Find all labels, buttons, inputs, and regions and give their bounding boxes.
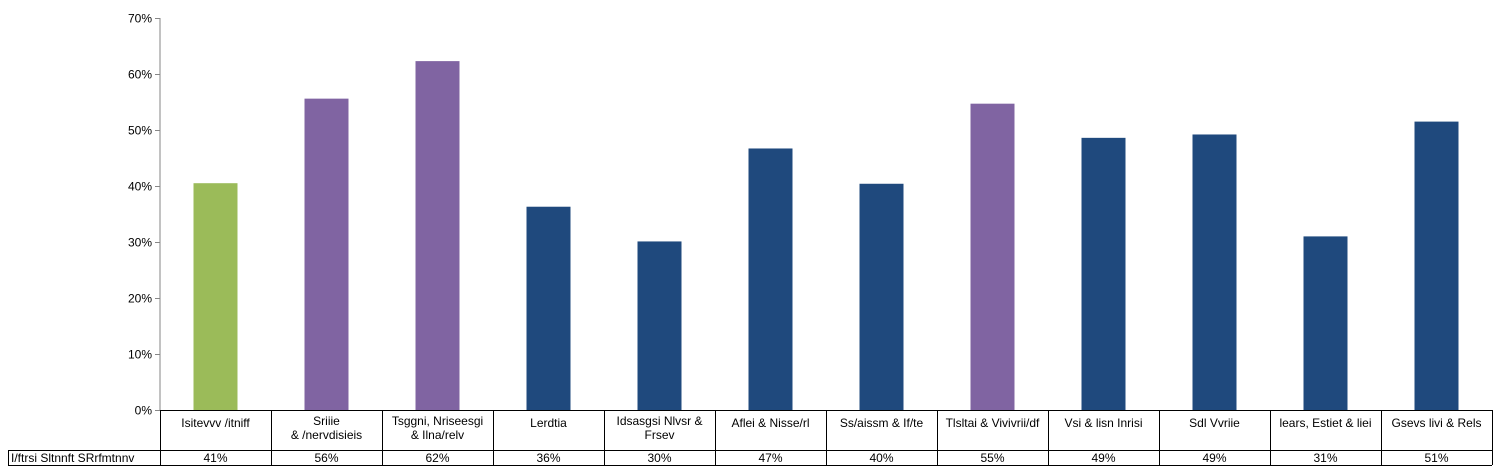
category-label: lears, Estiet & liei bbox=[1279, 416, 1371, 430]
bar bbox=[637, 241, 682, 410]
y-tick-label: 20% bbox=[128, 292, 152, 306]
category-label: Lerdtia bbox=[530, 416, 567, 430]
y-tick-label: 10% bbox=[128, 348, 152, 362]
category-label: & Ilna/relv bbox=[411, 428, 464, 442]
bar bbox=[304, 98, 349, 410]
table-value: 31% bbox=[1313, 451, 1337, 465]
data-table: Isitevvv /itniff Sriiie& /nervdisieis Tsgg… bbox=[8, 410, 1493, 466]
table-value: 51% bbox=[1424, 451, 1448, 465]
y-tick-label: 40% bbox=[128, 180, 152, 194]
bar bbox=[970, 103, 1015, 411]
bar bbox=[415, 61, 460, 411]
y-tick-label: 50% bbox=[128, 124, 152, 138]
bar bbox=[1081, 137, 1126, 410]
table-value: 55% bbox=[980, 451, 1004, 465]
category-label: Isitevvv /itniff bbox=[181, 416, 250, 430]
table-row-label: I/ftrsi Sltnnft SRrfmtnnv bbox=[11, 451, 134, 465]
table-value: 56% bbox=[314, 451, 338, 465]
category-label: Vsi & lisn Inrisi bbox=[1064, 416, 1142, 430]
y-tick-label: 0% bbox=[135, 404, 153, 418]
category-label: Sdl Vvriie bbox=[1189, 416, 1240, 430]
table-value: 47% bbox=[758, 451, 782, 465]
bars bbox=[193, 61, 1459, 411]
table-value: 41% bbox=[203, 451, 227, 465]
y-axis: 0% 10% 20% 30% 40% 50% 60% 70% bbox=[128, 12, 161, 418]
category-label: Ss/aissm & If/te bbox=[840, 416, 924, 430]
y-tick-label: 30% bbox=[128, 236, 152, 250]
table-value: 49% bbox=[1202, 451, 1226, 465]
bar bbox=[859, 183, 904, 410]
category-label: Tsggni, Nriseesgi bbox=[392, 414, 483, 428]
table-value: 36% bbox=[536, 451, 560, 465]
bar bbox=[748, 148, 793, 411]
category-label: Aflei & Nisse/rl bbox=[731, 416, 809, 430]
bar bbox=[193, 183, 238, 410]
y-tick-label: 70% bbox=[128, 12, 152, 26]
bar bbox=[1414, 121, 1459, 410]
bar bbox=[1192, 134, 1237, 411]
table-value: 40% bbox=[869, 451, 893, 465]
table-value: 62% bbox=[425, 451, 449, 465]
category-label: Gsevs livi & Rels bbox=[1391, 416, 1481, 430]
table-value: 30% bbox=[647, 451, 671, 465]
y-tick-label: 60% bbox=[128, 68, 152, 82]
bar bbox=[1303, 236, 1348, 410]
category-label: Sriiie bbox=[313, 414, 340, 428]
category-label: Frsev bbox=[645, 428, 675, 442]
bar bbox=[526, 206, 571, 410]
table-value: 49% bbox=[1091, 451, 1115, 465]
category-label: Idsasgsi Nlvsr & bbox=[616, 414, 702, 428]
category-label: Tlsltai & Vivivrii/df bbox=[946, 416, 1040, 430]
category-label: & /nervdisieis bbox=[291, 428, 362, 442]
